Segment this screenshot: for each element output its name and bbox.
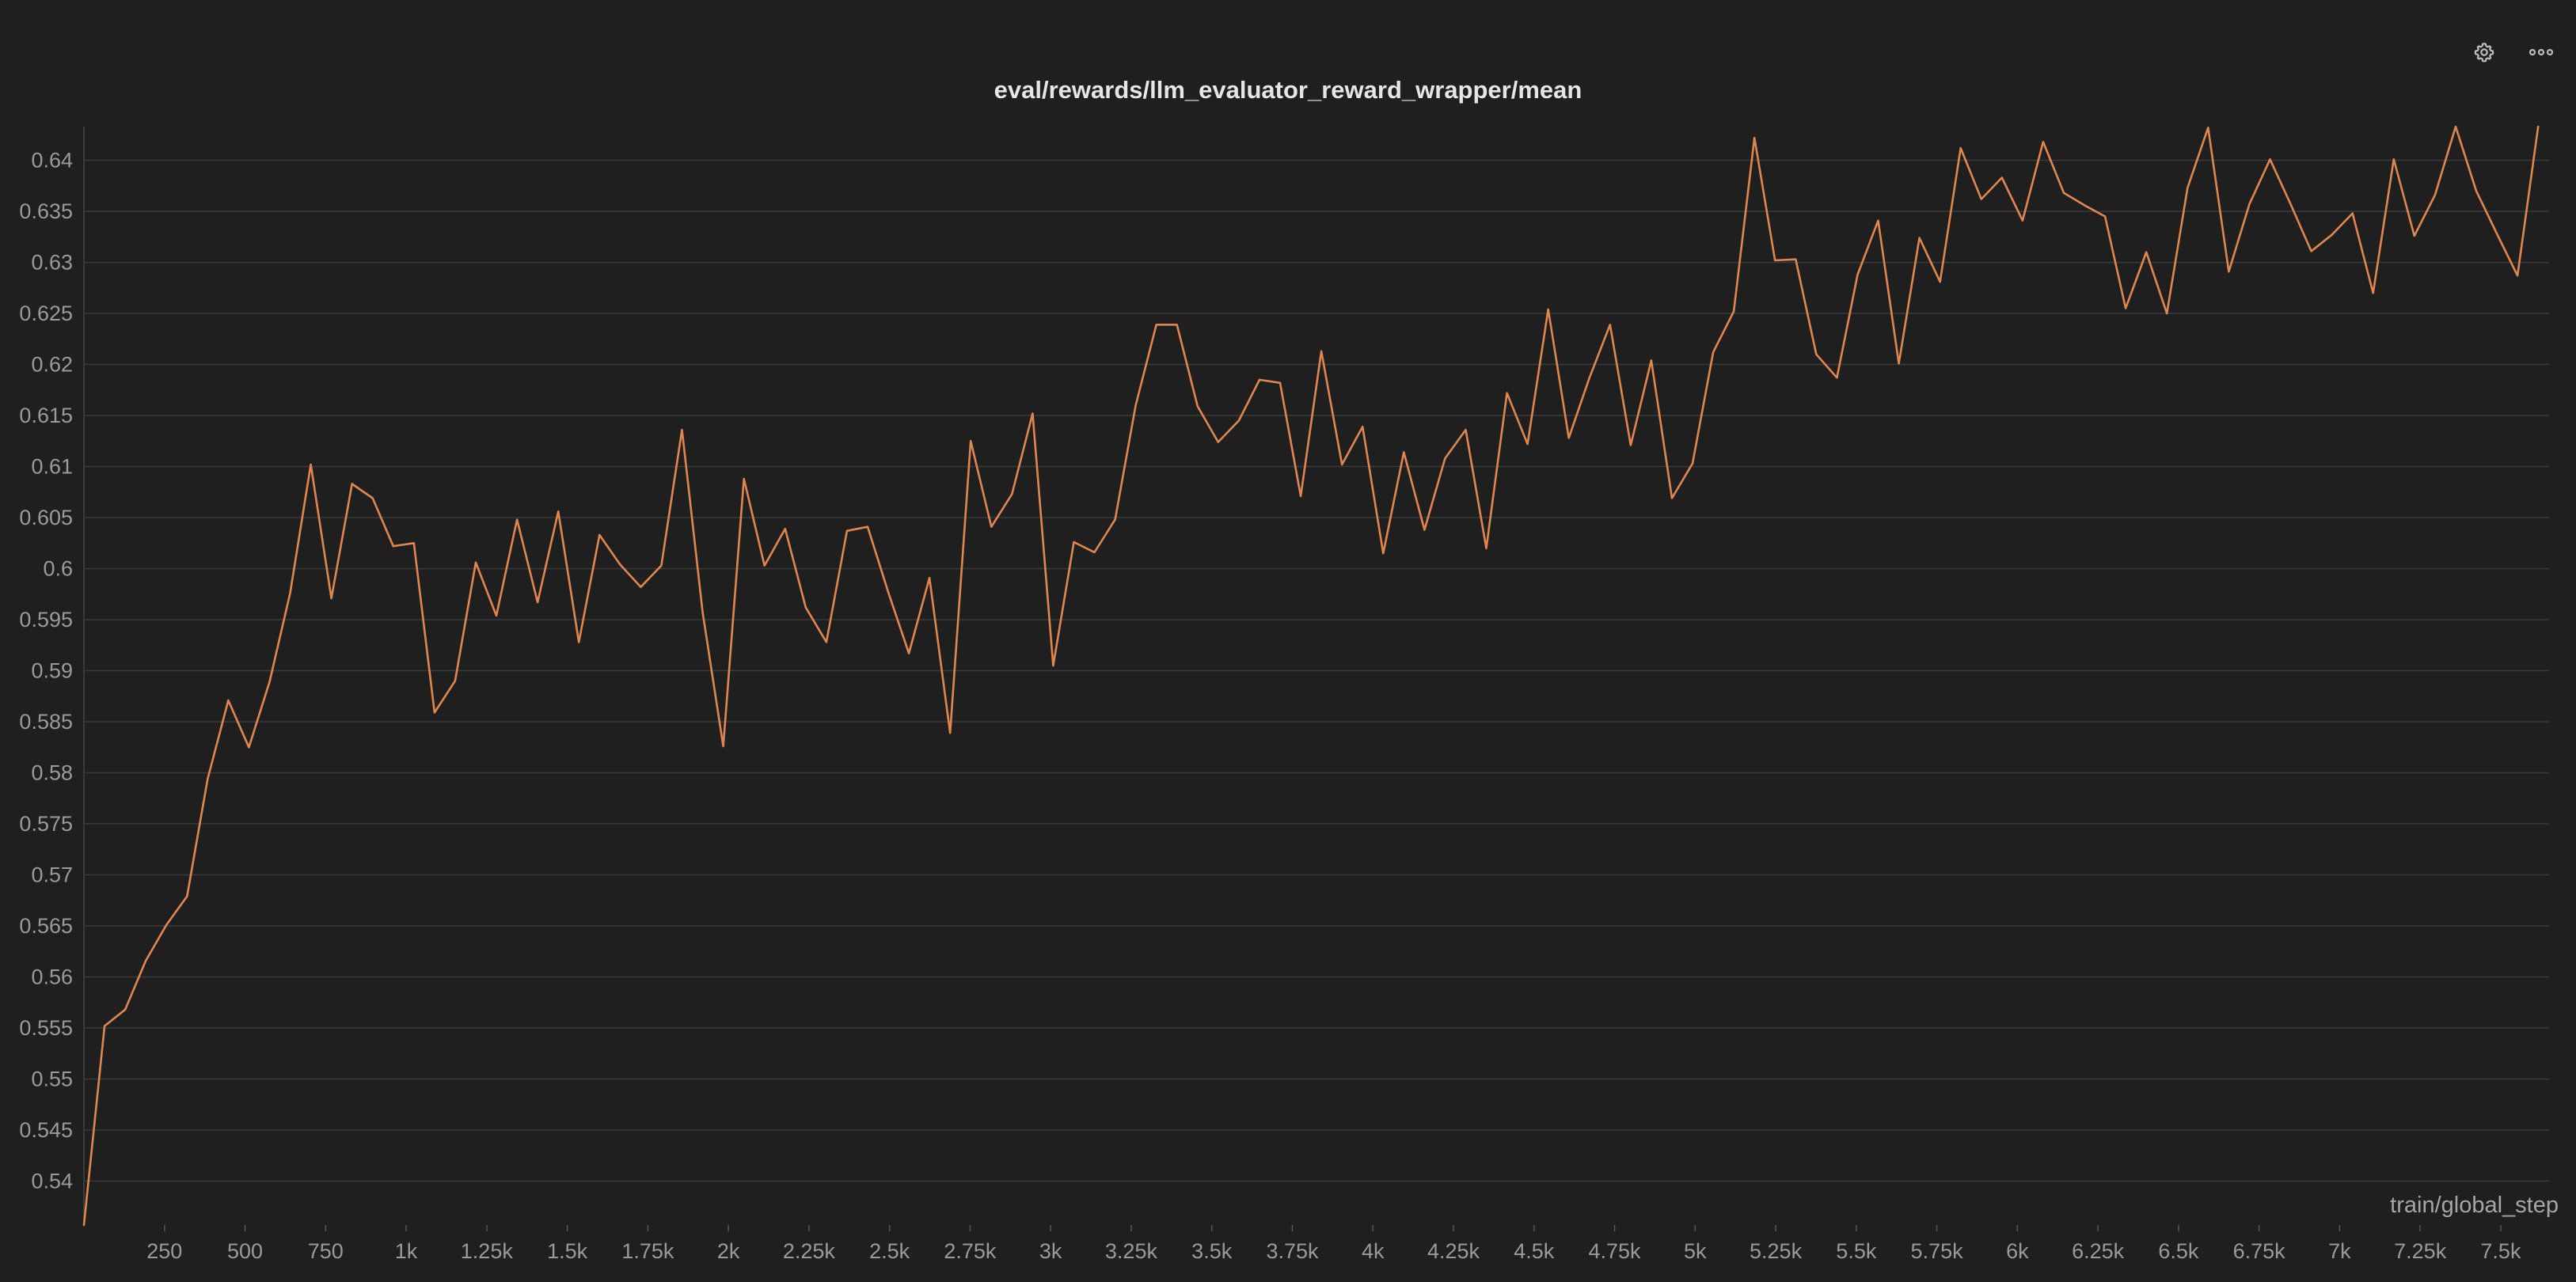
y-tick-label: 0.61 <box>31 455 73 479</box>
y-tick-label: 0.55 <box>31 1068 73 1091</box>
y-tick-label: 0.57 <box>31 863 73 887</box>
x-tick-label: 2.5k <box>869 1239 910 1263</box>
series-group[interactable] <box>82 125 2540 1227</box>
y-tick-label: 0.595 <box>19 608 73 632</box>
y-tick-label: 0.63 <box>31 251 73 275</box>
y-tick-label: 0.545 <box>19 1118 73 1142</box>
x-tick-label: 6.25k <box>2072 1239 2125 1263</box>
y-tick-label: 0.605 <box>19 506 73 529</box>
y-tick-label: 0.615 <box>19 404 73 427</box>
x-tick-label: 3.5k <box>1191 1239 1233 1263</box>
y-tick-label: 0.635 <box>19 199 73 223</box>
x-tick-label: 6k <box>2006 1239 2029 1263</box>
chart-title: eval/rewards/llm_evaluator_reward_wrappe… <box>994 76 1582 104</box>
x-tick-label: 4.25k <box>1427 1239 1480 1263</box>
x-axis-title: train/global_step <box>2390 1193 2559 1218</box>
x-tick-label: 2.75k <box>944 1239 997 1263</box>
y-tick-label: 0.64 <box>31 149 73 173</box>
x-tick-label: 2k <box>717 1239 740 1263</box>
x-tick-label: 6.75k <box>2233 1239 2286 1263</box>
x-tick-label: 2.25k <box>783 1239 836 1263</box>
x-tick-label: 3.75k <box>1266 1239 1319 1263</box>
x-tick-label: 1.25k <box>461 1239 514 1263</box>
y-tick-label: 0.555 <box>19 1016 73 1040</box>
x-tick-label: 1.75k <box>621 1239 674 1263</box>
x-tick-label: 250 <box>146 1239 182 1263</box>
gridlines <box>84 159 2549 1182</box>
x-tick-label: 4k <box>1362 1239 1385 1263</box>
y-tick-label: 0.58 <box>31 761 73 785</box>
x-tick-label: 5k <box>1684 1239 1707 1263</box>
x-tick-label: 4.5k <box>1514 1239 1555 1263</box>
x-tick-label: 5.75k <box>1911 1239 1964 1263</box>
x-tick-label: 500 <box>227 1239 263 1263</box>
y-tick-label: 0.625 <box>19 302 73 325</box>
series-line[interactable] <box>82 125 2540 1227</box>
y-tick-label: 0.585 <box>19 710 73 734</box>
panel-settings-button[interactable] <box>2464 32 2505 73</box>
y-tick-label: 0.565 <box>19 914 73 938</box>
x-tick-label: 5.5k <box>1836 1239 1877 1263</box>
x-tick-label: 1.5k <box>547 1239 588 1263</box>
more-horizontal-icon <box>2529 48 2554 56</box>
x-tick-label: 750 <box>308 1239 344 1263</box>
x-tick-label: 7k <box>2328 1239 2351 1263</box>
y-tick-label: 0.56 <box>31 965 73 989</box>
y-axis-ticks: 0.54 0.545 0.55 0.555 0.56 0.565 0.57 0.575 0.58… <box>19 149 73 1193</box>
y-tick-label: 0.59 <box>31 659 73 683</box>
y-tick-label: 0.6 <box>43 557 73 581</box>
y-tick-label: 0.575 <box>19 812 73 836</box>
y-tick-label: 0.54 <box>31 1170 73 1193</box>
gear-icon <box>2474 43 2494 63</box>
x-tick-label: 4.75k <box>1588 1239 1641 1263</box>
y-tick-label: 0.62 <box>31 353 73 377</box>
x-tick-label: 7.25k <box>2394 1239 2447 1263</box>
x-tick-label: 7.5k <box>2480 1239 2521 1263</box>
x-axis-ticks: 250 500 750 1k 1.25k 1.5k 1.75k 2k 2.25k 2.5k 2.75… <box>146 1225 2521 1263</box>
x-tick-label: 3.25k <box>1105 1239 1158 1263</box>
x-tick-label: 5.25k <box>1750 1239 1803 1263</box>
panel-more-options-button[interactable] <box>2521 32 2562 73</box>
x-tick-label: 6.5k <box>2158 1239 2199 1263</box>
x-tick-label: 1k <box>395 1239 418 1263</box>
x-tick-label: 3k <box>1039 1239 1062 1263</box>
